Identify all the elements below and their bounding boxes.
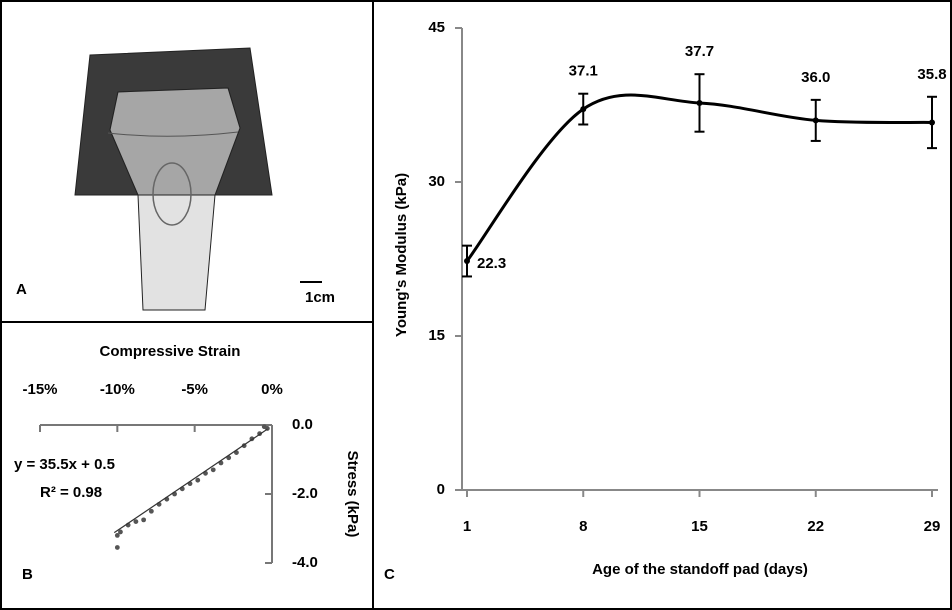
annotation: y = 35.5x + 0.5 [14, 456, 115, 473]
point [195, 478, 200, 483]
y-tick-label: 45 [428, 19, 445, 36]
y-tick-label: 0.0 [292, 416, 313, 433]
point [115, 545, 120, 550]
y-axis-label: Young's Modulus (kPa) [393, 173, 410, 337]
x-tick-label: 8 [579, 518, 587, 535]
y-tick-label: 15 [428, 327, 445, 344]
y-tick-label: -4.0 [292, 554, 318, 571]
y-tick-label: 0 [437, 481, 445, 498]
panel-label: C [384, 566, 395, 583]
x-tick-label: 29 [924, 518, 941, 535]
x-tick-label: -5% [181, 381, 208, 398]
chart-title: Compressive Strain [100, 343, 241, 360]
data-label: 37.7 [685, 43, 714, 60]
panel-label: B [22, 566, 33, 583]
trendline [114, 429, 267, 533]
x-tick-label: 0% [261, 381, 283, 398]
scale-label: 1cm [305, 289, 335, 306]
y-tick-label: 30 [428, 173, 445, 190]
data-label: 37.1 [569, 63, 598, 80]
point [141, 517, 146, 522]
panel-label: A [16, 281, 27, 298]
point [133, 519, 138, 524]
data-label: 35.8 [917, 66, 946, 83]
y-tick-label: -2.0 [292, 485, 318, 502]
x-tick-label: 22 [807, 518, 824, 535]
point [464, 258, 470, 264]
data-label: 36.0 [801, 69, 830, 86]
point [149, 509, 154, 514]
x-tick-label: 1 [463, 518, 471, 535]
annotation: R² = 0.98 [40, 484, 102, 501]
x-tick-label: -10% [100, 381, 135, 398]
point [580, 106, 586, 112]
probe-diagram [75, 48, 322, 310]
point [211, 467, 216, 472]
figure: 1cm A B Compressive Strain -15% -10% -5% 0% 0.… [0, 0, 952, 610]
point [929, 119, 935, 125]
point [813, 117, 819, 123]
data-label: 22.3 [477, 255, 506, 272]
y-axis-label: Stress (kPa) [344, 451, 361, 538]
x-tick-label: 15 [691, 518, 708, 535]
point [697, 100, 703, 106]
x-axis-label: Age of the standoff pad (days) [592, 561, 808, 578]
x-tick-label: -15% [22, 381, 57, 398]
